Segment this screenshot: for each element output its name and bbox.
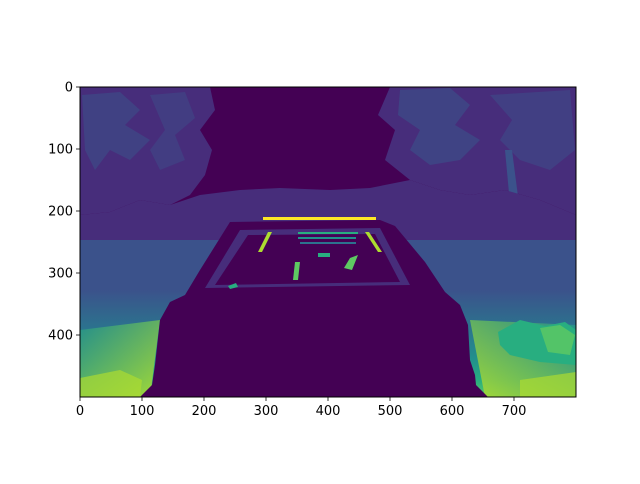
car-window-left-edge [228, 283, 238, 289]
x-tick-label: 600 [440, 404, 465, 419]
x-tick-label: 200 [192, 404, 217, 419]
x-tick-label: 500 [378, 404, 403, 419]
x-tick-label: 0 [76, 404, 84, 419]
depth-image [80, 87, 576, 397]
car-a-pillar-right [365, 232, 382, 252]
tree-detail-left [82, 92, 150, 170]
y-tick-label: 400 [48, 329, 73, 344]
car-roof-bar [263, 217, 376, 220]
y-tick-label: 200 [48, 205, 73, 220]
car-window-stripe-2 [298, 237, 356, 239]
tree-detail-left-2 [150, 92, 195, 170]
y-tick-label: 300 [48, 267, 73, 282]
y-tick-label: 0 [65, 81, 73, 96]
x-tick-label: 100 [130, 404, 155, 419]
y-tick-label: 100 [48, 143, 73, 158]
car-a-pillar-left [258, 232, 272, 252]
y-axis: 0 100 200 300 400 [48, 81, 80, 344]
x-tick-label: 400 [316, 404, 341, 419]
distant-treeline [80, 180, 576, 248]
ground-left-highlight [80, 370, 142, 397]
x-axis: 0 100 200 300 400 500 600 700 [76, 397, 527, 419]
car-window-highlight-small [318, 253, 330, 257]
ground-right-highlight [520, 372, 576, 397]
x-tick-label: 700 [502, 404, 527, 419]
x-tick-label: 300 [254, 404, 279, 419]
car-window-stripe-1 [298, 232, 358, 234]
bush-right-light [540, 325, 575, 355]
car-window-highlight-right [344, 255, 358, 270]
car-window-highlight-left [293, 262, 300, 280]
tree-detail-right [398, 88, 480, 165]
car-window-stripe-3 [300, 242, 356, 244]
